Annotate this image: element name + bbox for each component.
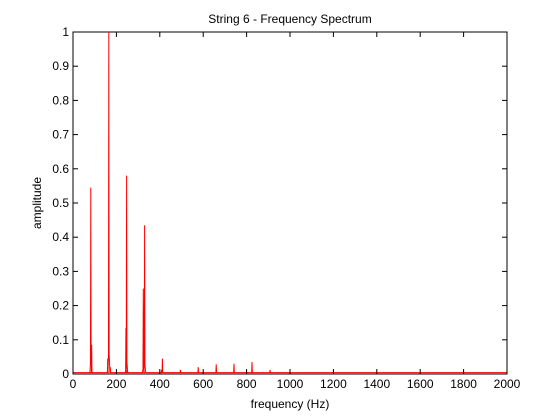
plot-area: 0 200 400 600 800 1000 1200 1400 1600 1800 2000 00… bbox=[52, 25, 520, 391]
x-tick-label: 1000 bbox=[277, 377, 304, 391]
y-axis-ticks: 0 0.1 0.2 0.3 0.4 0.5 0.6 0.7 0.8 0.9 1 bbox=[52, 25, 507, 381]
spectrum-series-line bbox=[73, 31, 507, 374]
x-tick-label: 800 bbox=[237, 377, 257, 391]
chart-title: String 6 - Frequency Spectrum bbox=[208, 12, 371, 26]
x-tick-label: 1600 bbox=[407, 377, 434, 391]
x-axis-label: frequency (Hz) bbox=[251, 397, 330, 411]
x-axis-ticks: 0 200 400 600 800 1000 1200 1400 1600 1800 2000 bbox=[70, 32, 521, 391]
x-tick-label: 2000 bbox=[494, 377, 521, 391]
y-tick-label: 0.6 bbox=[52, 162, 69, 176]
y-tick-label: 0.1 bbox=[52, 333, 69, 347]
y-tick-label: 0.7 bbox=[52, 128, 69, 142]
y-tick-label: 1 bbox=[62, 25, 69, 39]
x-tick-label: 1400 bbox=[363, 377, 390, 391]
x-tick-label: 400 bbox=[150, 377, 170, 391]
y-tick-label: 0.2 bbox=[52, 299, 69, 313]
y-tick-label: 0 bbox=[62, 367, 69, 381]
y-tick-label: 0.5 bbox=[52, 196, 69, 210]
x-tick-label: 1200 bbox=[320, 377, 347, 391]
x-tick-label: 600 bbox=[193, 377, 213, 391]
y-tick-label: 0.9 bbox=[52, 59, 69, 73]
x-tick-label: 0 bbox=[70, 377, 77, 391]
y-tick-label: 0.3 bbox=[52, 264, 69, 278]
x-tick-label: 1800 bbox=[450, 377, 477, 391]
y-tick-label: 0.8 bbox=[52, 93, 69, 107]
y-tick-label: 0.4 bbox=[52, 230, 69, 244]
x-tick-label: 200 bbox=[106, 377, 126, 391]
y-axis-label: amplitude bbox=[30, 177, 44, 229]
